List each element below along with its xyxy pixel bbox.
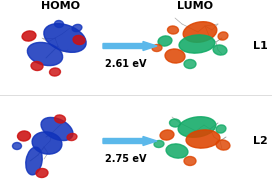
Ellipse shape <box>179 35 215 53</box>
Ellipse shape <box>158 36 172 46</box>
Text: L2: L2 <box>253 136 267 146</box>
Ellipse shape <box>169 119 181 127</box>
Ellipse shape <box>13 143 21 149</box>
Ellipse shape <box>178 117 216 137</box>
Ellipse shape <box>165 49 185 63</box>
Ellipse shape <box>216 125 226 133</box>
Ellipse shape <box>72 24 82 32</box>
Ellipse shape <box>183 22 217 42</box>
Ellipse shape <box>26 147 42 175</box>
Ellipse shape <box>154 140 164 147</box>
Ellipse shape <box>213 45 227 55</box>
Ellipse shape <box>41 117 73 141</box>
Ellipse shape <box>22 31 36 41</box>
Ellipse shape <box>36 168 48 177</box>
Ellipse shape <box>160 130 174 140</box>
Text: 2.61 eV: 2.61 eV <box>105 59 147 69</box>
Ellipse shape <box>67 133 77 141</box>
FancyArrow shape <box>103 42 157 50</box>
Ellipse shape <box>32 132 62 154</box>
Ellipse shape <box>184 60 196 68</box>
Ellipse shape <box>17 131 30 141</box>
Ellipse shape <box>50 68 60 76</box>
Ellipse shape <box>186 130 220 148</box>
Ellipse shape <box>73 36 85 45</box>
Text: L1: L1 <box>253 41 267 51</box>
Ellipse shape <box>55 115 66 123</box>
Ellipse shape <box>152 44 162 52</box>
Ellipse shape <box>166 144 188 158</box>
Ellipse shape <box>54 20 63 28</box>
Text: 2.75 eV: 2.75 eV <box>105 154 147 164</box>
Ellipse shape <box>44 24 86 52</box>
Ellipse shape <box>168 26 178 34</box>
Ellipse shape <box>218 32 228 40</box>
Ellipse shape <box>31 61 43 70</box>
Text: HOMO: HOMO <box>41 1 79 11</box>
Ellipse shape <box>216 140 230 150</box>
Ellipse shape <box>184 156 196 166</box>
Text: LUMO: LUMO <box>177 1 213 11</box>
FancyArrow shape <box>103 136 157 146</box>
Ellipse shape <box>27 42 63 66</box>
